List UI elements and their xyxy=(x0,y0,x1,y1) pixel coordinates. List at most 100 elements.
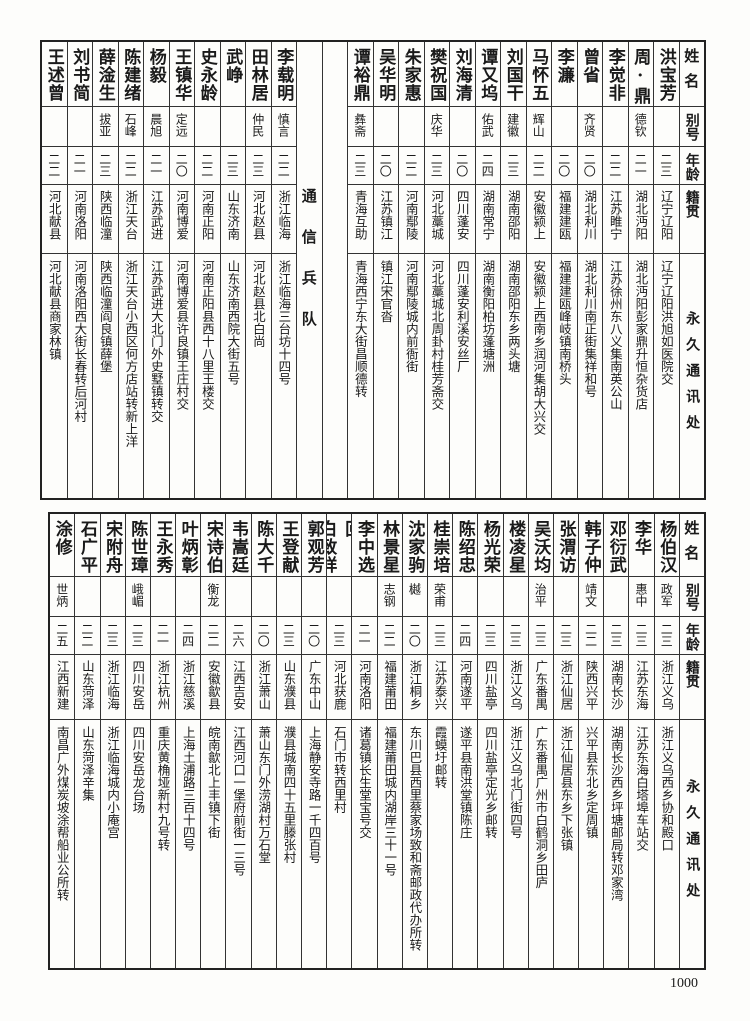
person-name: 郭观芳 xyxy=(303,520,324,574)
person-age-cell: 二一 xyxy=(150,617,176,655)
person-alias-cell xyxy=(176,577,201,617)
header-alias-cell: 别号 xyxy=(679,107,704,147)
header-age-cell: 年龄 xyxy=(679,617,704,655)
person-origin-cell: 四川安岳 xyxy=(125,655,150,720)
header-address-label: 永久通讯处 xyxy=(684,311,701,441)
person-age: 二〇 xyxy=(174,153,189,177)
person-age-cell: 二二 xyxy=(603,147,628,185)
person-origin: 浙江杭州 xyxy=(155,660,171,710)
person-name: 吴华明 xyxy=(375,48,396,102)
person-origin-cell: 陕西临潼 xyxy=(93,185,118,254)
person-origin-cell: 浙江萧山 xyxy=(251,655,276,720)
person-age-cell: 二一 xyxy=(352,617,377,655)
person-alias: 靖文 xyxy=(583,583,598,607)
bottom-roster-table: 姓名 别号 年龄 籍贯 永久通讯处 杨伯汉 政军 二三 浙江义乌 浙江义乌西乡协和殿口 李华 惠中 二三… xyxy=(48,512,706,970)
person-name: 李载明 xyxy=(273,48,294,102)
person-origin: 浙江仙居 xyxy=(558,660,574,710)
person-age: 二三 xyxy=(658,153,673,177)
person-address-cell: 湖南衡阳柏坊蓬塘洲 xyxy=(476,254,501,498)
person-name-cell: 刘海清 xyxy=(450,42,475,107)
person-alias-cell xyxy=(220,107,245,147)
person-age: 二三 xyxy=(634,623,649,647)
person-name: 白致祥 xyxy=(327,520,337,574)
person-name: 薛淦生 xyxy=(94,48,115,102)
person-alias-cell xyxy=(67,107,92,147)
person-name-cell: 陈大千 xyxy=(251,514,276,577)
person-name: 曾省 xyxy=(579,48,600,84)
person-alias: 庆华 xyxy=(429,113,444,137)
person-column: 林景星 志钢 二二 福建莆田 福建莆田城内湖岸三十一号 xyxy=(376,514,402,968)
person-column: 谭又坞 佑武 二四 湖南常宁 湖南衡阳柏坊蓬塘洲 xyxy=(474,42,501,498)
person-alias: 石峰 xyxy=(123,113,138,137)
header-address-cell: 永久通讯处 xyxy=(680,720,704,968)
person-address-cell: 河南洛阳西大街长春转后河村 xyxy=(68,254,93,498)
person-name-cell: 陈建绪 xyxy=(118,42,143,107)
person-alias-cell xyxy=(100,577,125,617)
person-column: 李载明 慎言 二二 浙江临海 浙江临海三台坊十四号 xyxy=(270,42,296,498)
person-age-cell: 二四 xyxy=(176,617,201,655)
person-alias-cell xyxy=(478,577,503,617)
person-address-cell: 浙江义乌北门街四号 xyxy=(504,720,528,968)
person-address-cell: 浙江天台小西区何方店站转新上洋 xyxy=(119,254,144,498)
person-origin-cell: 湖北沔阳 xyxy=(628,185,653,254)
person-origin-cell: 山东济南 xyxy=(220,185,245,254)
person-name: 李濂 xyxy=(553,48,574,84)
person-alias: 荣甫 xyxy=(432,583,447,607)
person-column: 王镇华 定远 二〇 河南博爱 河南博爱县许良镇王庄村交 xyxy=(168,42,194,498)
person-column: 李中选 二一 河南洛阳 诸葛镇长生堂宝号交 xyxy=(351,514,377,968)
person-age: 二三 xyxy=(505,153,520,177)
header-name-cell: 姓名 xyxy=(679,514,704,577)
person-name-cell: 周·鼎 xyxy=(628,42,653,107)
person-origin: 浙江天台 xyxy=(123,190,139,240)
person-age-cell: 二〇 xyxy=(251,617,276,655)
header-name-label: 姓名 xyxy=(682,520,701,570)
person-name: 谭又坞 xyxy=(477,48,498,102)
person-name-cell: 林景星 xyxy=(377,514,402,577)
person-column: 武峥 二三 山东济南 山东济南西院大街五号 xyxy=(219,42,245,498)
person-age-cell: 二〇 xyxy=(373,147,398,185)
person-column: 张渭访 二三 浙江仙居 浙江仙居县东乡下张镇 xyxy=(552,514,579,968)
person-address: 福建建瓯峰岐镇南桥头 xyxy=(556,260,572,385)
person-alias-cell: 佑武 xyxy=(475,107,500,147)
person-age: 二三 xyxy=(533,623,548,647)
person-origin: 青海互助 xyxy=(352,190,368,240)
person-address: 四川安岳龙台场 xyxy=(130,726,146,814)
person-alias-cell xyxy=(276,577,301,617)
person-name-cell: 韩子仲 xyxy=(579,514,604,577)
page-number: 1000 xyxy=(670,976,698,991)
person-age: 二二 xyxy=(46,153,61,177)
person-name-cell: 邓衍武 xyxy=(604,514,629,577)
person-age-cell: 二三 xyxy=(654,147,679,185)
person-alias-cell: 晨旭 xyxy=(144,107,169,147)
person-name-cell: 朱家惠 xyxy=(399,42,424,107)
person-origin-cell: 福建建瓯 xyxy=(552,185,577,254)
person-age: 二一 xyxy=(356,623,371,647)
person-address: 安徽颍上西南乡润河集胡大兴交 xyxy=(531,260,547,435)
person-name-cell: 曾省 xyxy=(577,42,602,107)
person-name: 刘书简 xyxy=(69,48,90,102)
person-age: 二三 xyxy=(250,153,265,177)
person-column: 陈世璋 峨嵋 二三 四川安岳 四川安岳龙台场 xyxy=(124,514,150,968)
person-age-cell: 二三 xyxy=(478,617,503,655)
person-age: 二三 xyxy=(130,623,145,647)
person-name: 涂修 xyxy=(51,520,72,556)
person-origin-cell: 浙江仙居 xyxy=(553,655,579,720)
person-origin: 山东菏泽 xyxy=(79,660,95,710)
person-column: 韦嵩廷 二六 江西吉安 江西河口一堡府前街一三号 xyxy=(225,514,251,968)
person-column: 韩子仲 靖文 二二 陕西兴平 兴平县东北乡定周镇 xyxy=(578,514,604,968)
person-age-cell: 二三 xyxy=(503,617,528,655)
person-age: 二三 xyxy=(225,153,240,177)
person-origin: 河南鄢陵 xyxy=(403,190,419,240)
person-address: 浙江义乌北门街四号 xyxy=(508,726,524,839)
person-address: 江苏武进大北门外史墅镇转交 xyxy=(148,260,164,423)
person-column: 邓衍武 二三 湖南长沙 湖南长沙西乡坪塘邮局转邓家湾 xyxy=(603,514,629,968)
person-age-cell: 二三 xyxy=(553,617,579,655)
header-alias-label: 别号 xyxy=(683,583,700,611)
person-origin: 四川安岳 xyxy=(130,660,146,710)
person-alias: 德钦 xyxy=(633,113,648,137)
person-alias: 拔亚 xyxy=(97,113,112,137)
person-age: 二〇 xyxy=(407,623,422,647)
person-address-cell: 濮县城南四十五里滕张村 xyxy=(277,720,301,968)
section-label-column: 通信兵队 xyxy=(296,42,322,498)
person-name: 楼凌星 xyxy=(505,520,526,574)
